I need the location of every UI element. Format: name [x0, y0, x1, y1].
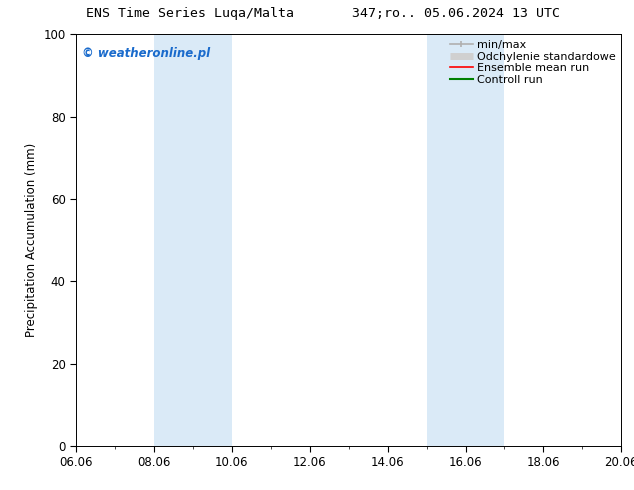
- Legend: min/max, Odchylenie standardowe, Ensemble mean run, Controll run: min/max, Odchylenie standardowe, Ensembl…: [446, 35, 620, 89]
- Bar: [427, 34, 505, 446]
- Y-axis label: Precipitation Accumulation (mm): Precipitation Accumulation (mm): [25, 143, 38, 337]
- Bar: [154, 34, 232, 446]
- Text: 347;ro.. 05.06.2024 13 UTC: 347;ro.. 05.06.2024 13 UTC: [353, 7, 560, 21]
- Text: ENS Time Series Luqa/Malta: ENS Time Series Luqa/Malta: [86, 7, 294, 21]
- Text: © weatheronline.pl: © weatheronline.pl: [82, 47, 210, 60]
